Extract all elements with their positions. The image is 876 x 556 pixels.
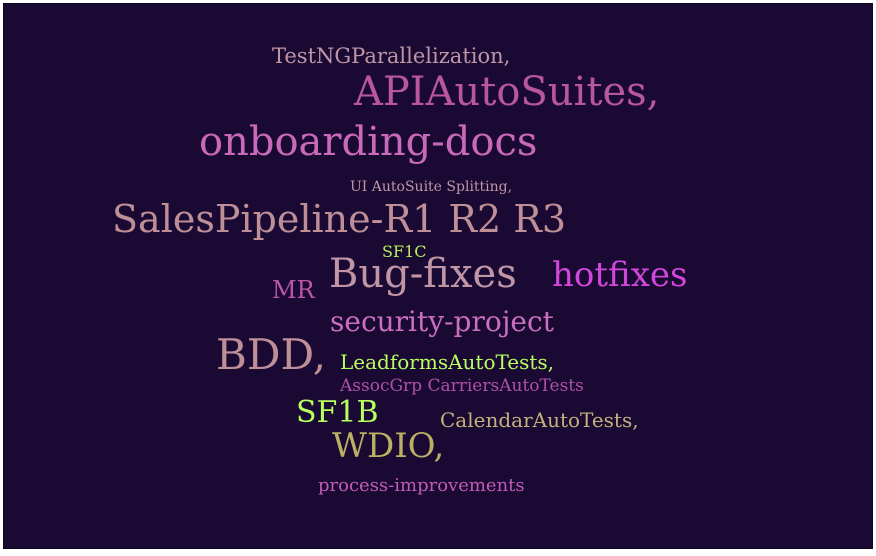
word-ui-autosuite-splitting: UI AutoSuite Splitting, <box>350 179 513 195</box>
word-calendar-auto-tests: CalendarAutoTests, <box>440 408 639 432</box>
word-api-auto-suites: APIAutoSuites, <box>354 69 660 115</box>
word-sales-pipeline: SalesPipeline-R1 R2 R3 <box>112 197 566 241</box>
word-hotfixes: hotfixes <box>552 255 688 295</box>
word-onboarding-docs: onboarding-docs <box>199 119 538 165</box>
word-cloud-canvas: TestNGParallelization, APIAutoSuites, on… <box>3 3 873 549</box>
word-wdio: WDIO, <box>332 426 445 466</box>
word-assocgrp-carriers-auto-tests: AssocGrp CarriersAutoTests <box>340 376 584 396</box>
word-mr: MR <box>272 276 315 304</box>
word-bug-fixes: Bug-fixes <box>329 251 517 297</box>
word-sf1c: SF1C <box>382 242 427 261</box>
word-process-improvements: process-improvements <box>318 475 525 496</box>
word-leadforms-auto-tests: LeadformsAutoTests, <box>340 350 555 374</box>
word-security-project: security-project <box>330 305 554 338</box>
word-testng-parallelization: TestNGParallelization, <box>272 44 511 68</box>
word-bdd: BDD, <box>216 330 327 379</box>
word-sf1b: SF1B <box>296 395 379 430</box>
